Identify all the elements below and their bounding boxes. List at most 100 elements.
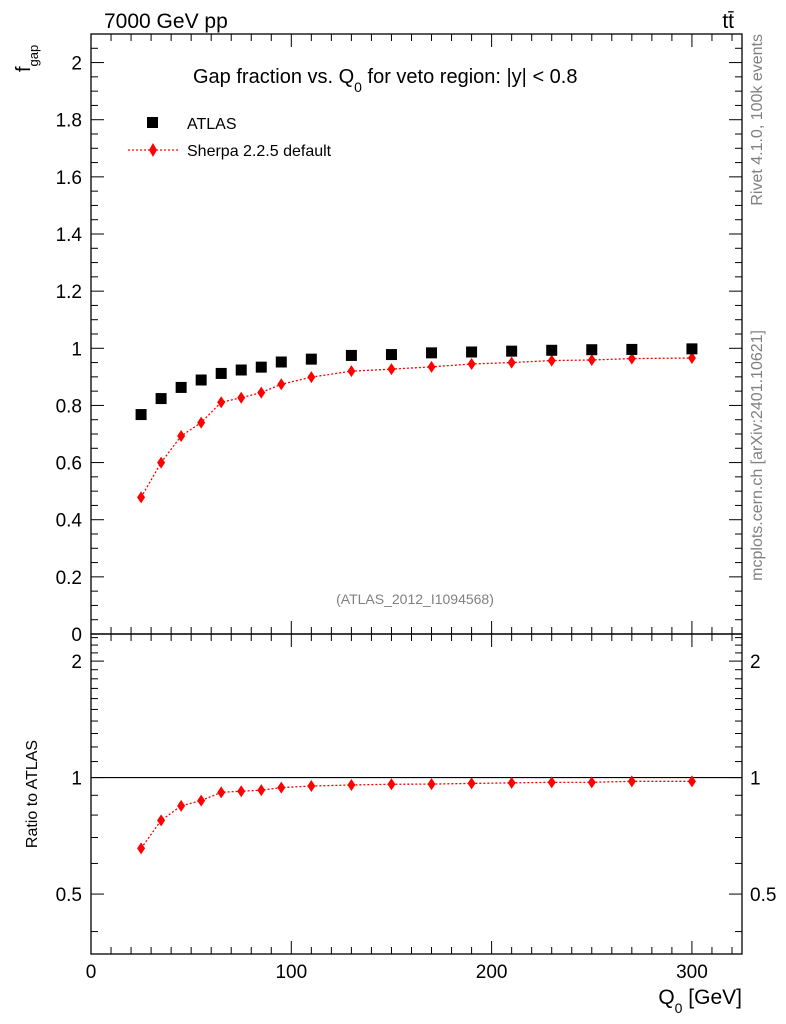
ratio-sherpa-point — [157, 814, 166, 827]
sherpa-point — [197, 416, 206, 429]
atlas-point — [686, 343, 698, 355]
ratio-y-tick-label-right: 2 — [750, 652, 761, 673]
sherpa-point — [257, 386, 266, 399]
atlas-point — [626, 343, 638, 355]
main-y-tick-label: 1.2 — [56, 282, 82, 303]
sherpa-point — [387, 363, 396, 376]
ratio-data-marks — [137, 775, 696, 855]
atlas-point — [155, 393, 167, 405]
main-x-axis — [90, 34, 733, 634]
ratio-sherpa-point — [347, 778, 356, 791]
rivet-label: Rivet 4.1.0, 100k events — [749, 34, 766, 206]
sherpa-point — [687, 352, 696, 364]
atlas-point — [215, 367, 227, 379]
ratio-x-tick-label: 300 — [676, 962, 708, 983]
atlas-point — [426, 347, 438, 359]
ratio-y-tick-label: 2 — [71, 652, 82, 673]
atlas-point — [586, 344, 598, 356]
x-axis-label-unit: [GeV] — [682, 986, 742, 1009]
legend-sherpa-marker — [149, 143, 157, 157]
main-y-tick-label: 1 — [71, 339, 82, 360]
ratio-sherpa-point — [427, 778, 436, 791]
x-axis-label: Q0 [GeV] — [658, 986, 742, 1016]
main-y-label-sub: gap — [26, 45, 41, 67]
ratio-sherpa-point — [467, 777, 476, 790]
ratio-sherpa-point — [307, 780, 316, 793]
atlas-point — [135, 409, 147, 421]
ratio-sherpa-point — [627, 775, 636, 788]
atlas-point — [506, 345, 518, 357]
atlas-point — [305, 353, 317, 365]
sherpa-point — [217, 396, 226, 409]
main-y-tick-label: 0.6 — [56, 454, 82, 475]
atlas-point — [195, 374, 207, 386]
ratio-sherpa-point — [277, 781, 286, 794]
ratio-panel: 0.5 0.5 1 1 2 2 0 100 200 300 Ratio to ATLAS Q0 … — [24, 633, 776, 1016]
ratio-sherpa-point — [507, 776, 516, 789]
main-y-label: fgap — [13, 45, 41, 72]
chart-title-sub: 0 — [354, 79, 362, 95]
ratio-x-tick-label: 200 — [476, 962, 508, 983]
main-y-tick-label: 1.4 — [56, 225, 83, 246]
ratio-x-tick-label: 100 — [275, 962, 307, 983]
sherpa-point — [587, 354, 596, 366]
analysis-watermark: (ATLAS_2012_I1094568) — [336, 591, 494, 607]
atlas-point — [235, 364, 247, 376]
sherpa-line — [140, 357, 692, 498]
ratio-sherpa-point — [237, 785, 246, 798]
main-y-tick-label: 1.6 — [56, 168, 82, 189]
chart-title-pre: Gap fraction vs. Q — [193, 66, 354, 88]
main-data-marks — [135, 343, 698, 504]
atlas-point — [466, 346, 478, 358]
x-axis-label-sub: 0 — [675, 1000, 683, 1016]
main-y-tick-label: 0.2 — [56, 568, 82, 589]
ratio-sherpa-point — [587, 776, 596, 789]
main-y-axis: 0 0.2 0.4 0.6 0.8 1 1.2 1.4 1.6 1.8 2 — [56, 47, 742, 646]
ratio-y-axis: 0.5 0.5 1 1 2 2 — [56, 637, 776, 933]
atlas-point — [255, 361, 267, 373]
sherpa-point — [427, 360, 436, 373]
ratio-sherpa-point — [387, 778, 396, 791]
atlas-point — [546, 344, 558, 356]
ratio-y-tick-label: 1 — [71, 769, 82, 790]
ratio-frame — [90, 633, 743, 955]
sherpa-point — [277, 378, 286, 391]
legend-atlas-label: ATLAS — [187, 116, 237, 133]
ratio-y-tick-label: 0.5 — [56, 885, 82, 906]
energy-label: 7000 GeV pp — [104, 10, 228, 33]
sherpa-point — [627, 352, 636, 365]
legend: ATLAS Sherpa 2.2.5 default — [128, 116, 332, 160]
main-y-tick-label: 0.4 — [56, 511, 83, 532]
main-y-tick-label: 2 — [71, 54, 82, 75]
atlas-point — [175, 381, 187, 393]
main-y-tick-label: 1.8 — [56, 111, 82, 132]
ratio-x-axis: 0 100 200 300 — [86, 634, 733, 983]
sherpa-point — [347, 365, 356, 378]
sherpa-point — [307, 371, 316, 384]
sherpa-point — [237, 391, 246, 404]
ratio-sherpa-point — [687, 775, 696, 788]
main-y-tick-label: 0 — [71, 625, 82, 646]
legend-sherpa-label: Sherpa 2.2.5 default — [187, 143, 332, 160]
ratio-x-tick-label: 0 — [86, 962, 97, 983]
sherpa-point — [177, 430, 186, 442]
sherpa-point — [157, 456, 166, 469]
process-label: tt̄ — [722, 10, 734, 33]
mcplots-label: mcplots.cern.ch [arXiv:2401.10621] — [749, 330, 766, 581]
x-axis-label-main: Q — [658, 986, 674, 1009]
ratio-sherpa-point — [197, 794, 206, 807]
ratio-y-tick-label-right: 1 — [750, 769, 761, 790]
sherpa-point — [467, 358, 476, 370]
main-y-label-main: f — [13, 66, 35, 72]
ratio-y-tick-label-right: 0.5 — [750, 885, 776, 906]
sherpa-point — [507, 356, 516, 369]
ratio-sherpa-point — [257, 784, 266, 797]
ratio-sherpa-point — [177, 799, 186, 812]
atlas-point — [345, 349, 357, 361]
main-y-tick-label: 0.8 — [56, 396, 82, 417]
chart-title: Gap fraction vs. Q0 for veto region: |y|… — [193, 66, 577, 95]
ratio-y-label: Ratio to ATLAS — [24, 740, 41, 848]
ratio-sherpa-point — [217, 786, 226, 799]
chart-title-post: for veto region: |y| < 0.8 — [362, 66, 578, 88]
